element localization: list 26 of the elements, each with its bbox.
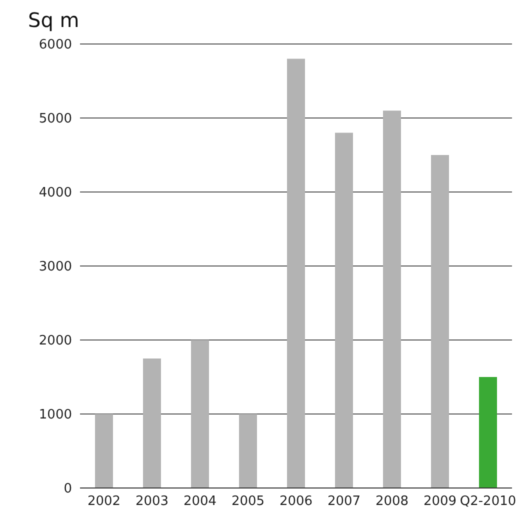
x-tick-label: Q2-2010	[460, 494, 516, 510]
y-tick-label: 0	[64, 482, 72, 497]
y-axis-title: Sq m	[27, 8, 80, 34]
bar	[431, 155, 449, 488]
bar	[239, 414, 257, 488]
bar	[143, 358, 161, 488]
bar	[95, 414, 113, 488]
y-tick-label: 1000	[38, 408, 72, 423]
x-tick-label: 2006	[279, 494, 313, 510]
x-tick-label: 2002	[87, 494, 121, 510]
bar	[383, 110, 401, 488]
x-tick-label: 2005	[231, 494, 265, 510]
y-tick-label: 6000	[38, 38, 72, 53]
x-tick-label: 2009	[423, 494, 457, 510]
x-tick-label: 2007	[327, 494, 361, 510]
x-tick-label: 2008	[375, 494, 409, 510]
bar	[287, 58, 305, 488]
bar	[335, 132, 353, 488]
bar	[191, 340, 209, 488]
y-tick-label: 2000	[38, 334, 72, 349]
y-tick-label: 3000	[38, 260, 72, 275]
x-tick-label: 2003	[135, 494, 169, 510]
y-tick-label: 4000	[38, 186, 72, 201]
x-tick-label: 2004	[183, 494, 217, 510]
y-tick-label: 5000	[38, 112, 72, 127]
bar	[479, 377, 497, 488]
